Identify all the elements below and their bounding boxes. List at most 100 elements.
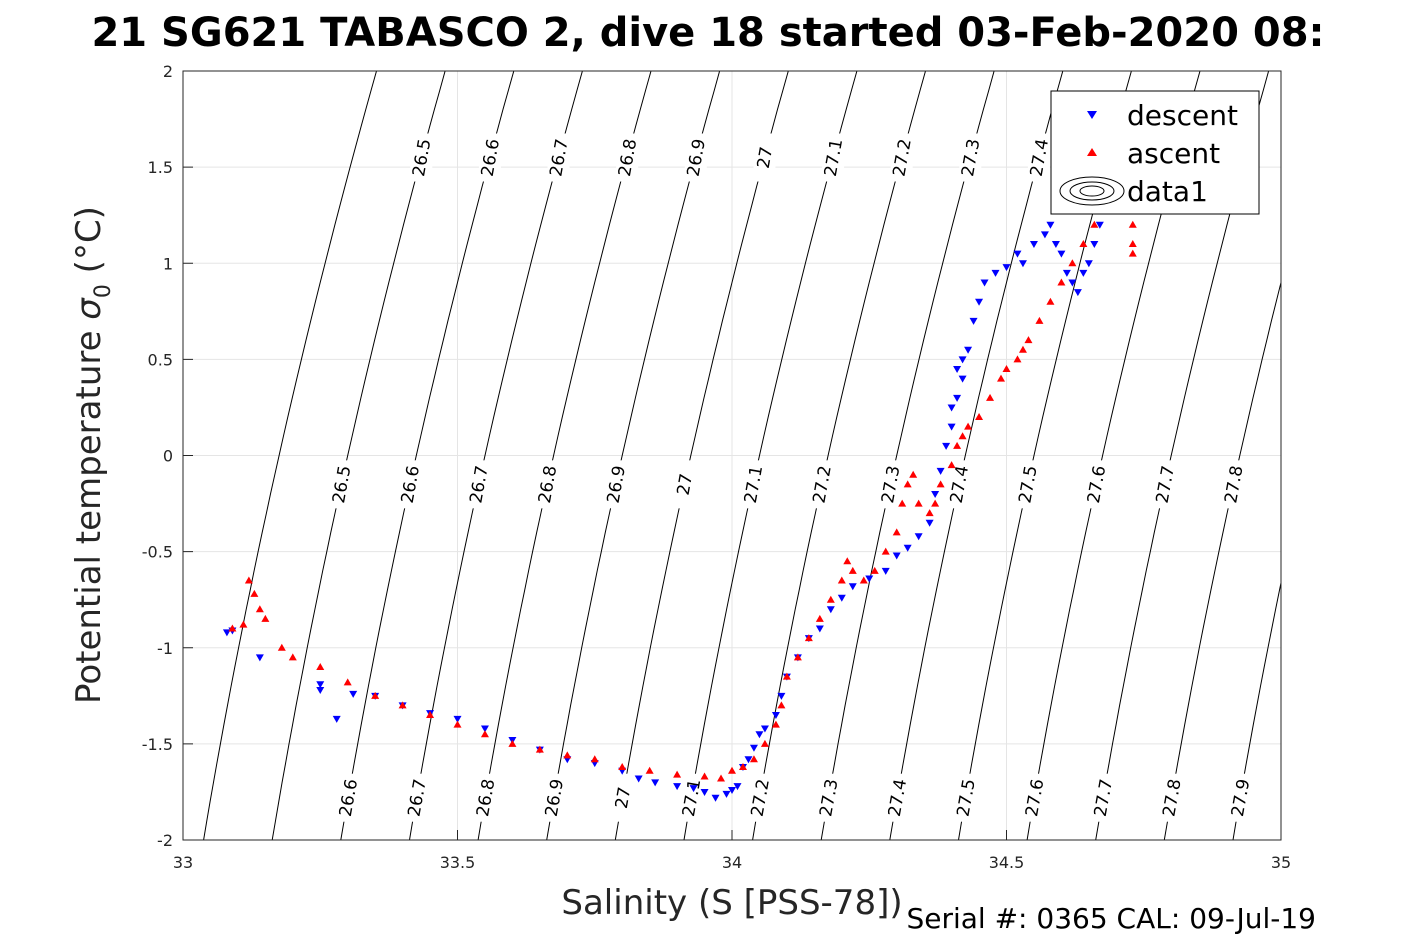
isopycnal-label-bg bbox=[959, 133, 982, 182]
isopycnal-label-bg bbox=[817, 773, 840, 822]
y-tick-label: -0.5 bbox=[142, 543, 173, 562]
isopycnal-line bbox=[1232, 580, 1281, 840]
data-point-ascent bbox=[261, 614, 270, 622]
data-point-ascent bbox=[563, 751, 572, 759]
data-point-descent bbox=[953, 394, 962, 402]
data-point-descent bbox=[953, 365, 962, 373]
data-point-ascent bbox=[936, 480, 945, 488]
legend-label-descent: descent bbox=[1127, 99, 1238, 132]
isopycnal-label-bg bbox=[474, 773, 497, 822]
data-point-descent bbox=[1079, 269, 1088, 277]
y-tick-label: -1.5 bbox=[142, 735, 173, 754]
data-point-ascent bbox=[590, 755, 599, 763]
data-point-descent bbox=[316, 681, 325, 689]
x-axis-label: Salinity (S [PSS-78]) bbox=[561, 883, 902, 923]
isopycnal-label-bg bbox=[810, 460, 833, 509]
data-point-descent bbox=[925, 519, 934, 527]
data-point-ascent bbox=[255, 605, 264, 613]
isopycnal-label-bg bbox=[398, 460, 421, 509]
data-point-descent bbox=[865, 575, 874, 583]
legend-box bbox=[1050, 90, 1260, 215]
y-tick-label: 0 bbox=[163, 447, 173, 466]
data-point-ascent bbox=[480, 730, 489, 738]
legend-item-descent: descent bbox=[1087, 99, 1238, 132]
data-point-ascent bbox=[277, 643, 286, 651]
data-point-ascent bbox=[700, 772, 709, 780]
data-point-descent bbox=[1046, 221, 1055, 229]
data-point-descent bbox=[903, 544, 912, 552]
data-point-ascent bbox=[777, 701, 786, 709]
isopycnal-line bbox=[203, 71, 377, 840]
data-point-descent bbox=[733, 783, 742, 791]
isopycnal-label-bg bbox=[1229, 773, 1252, 822]
data-point-descent bbox=[634, 775, 643, 783]
isopycnal-label-bg bbox=[890, 133, 913, 182]
data-point-descent bbox=[1013, 250, 1022, 258]
data-point-descent bbox=[1090, 241, 1099, 249]
isopycnal-label-bg bbox=[547, 133, 570, 182]
legend-item-data1: data1 bbox=[1059, 175, 1208, 208]
data-point-ascent bbox=[986, 393, 995, 401]
data-point-ascent bbox=[931, 499, 940, 507]
data-point-descent bbox=[942, 442, 951, 450]
isopycnal-label: 27 bbox=[754, 145, 777, 170]
isopycnal-label-bg bbox=[467, 460, 490, 509]
isopycnal-label-bg bbox=[1085, 460, 1108, 509]
data-point-ascent bbox=[1046, 297, 1055, 305]
data-point-descent bbox=[332, 715, 341, 723]
data-point-descent bbox=[936, 467, 945, 475]
isopycnal-line bbox=[1298, 71, 1417, 859]
legend-marker-ascent-icon bbox=[1087, 148, 1097, 156]
y-axis-label-text: Potential temperature bbox=[69, 320, 109, 704]
data-point-descent bbox=[815, 625, 824, 633]
data-point-ascent bbox=[288, 653, 297, 661]
data-point-ascent bbox=[1128, 249, 1137, 257]
data-point-ascent bbox=[843, 557, 852, 565]
legend-item-ascent: ascent bbox=[1087, 137, 1220, 170]
data-point-descent bbox=[964, 346, 973, 354]
data-point-ascent bbox=[728, 766, 736, 774]
data-point-descent bbox=[958, 375, 967, 383]
legend-marker-descent-icon bbox=[1087, 111, 1097, 119]
data-point-ascent bbox=[673, 770, 682, 778]
data-point-descent bbox=[1051, 241, 1060, 249]
data-point-ascent bbox=[250, 589, 259, 597]
data-point-ascent bbox=[881, 547, 890, 555]
isopycnal-label-bg bbox=[1091, 773, 1114, 822]
data-point-ascent bbox=[228, 624, 237, 632]
data-point-ascent bbox=[426, 711, 435, 719]
data-point-ascent bbox=[1002, 364, 1011, 372]
data-point-descent bbox=[975, 298, 984, 306]
isopycnal-label: 27 bbox=[674, 472, 697, 497]
isopycnal-label-bg bbox=[954, 773, 977, 822]
isopycnal-label-bg bbox=[879, 460, 902, 509]
plot-frame bbox=[182, 70, 1282, 841]
legend: descent ascent data1 bbox=[1050, 90, 1260, 215]
x-tick-label: 33.5 bbox=[440, 853, 476, 872]
isopycnal-label-bg bbox=[410, 133, 433, 182]
data-point-ascent bbox=[975, 413, 984, 421]
legend-label-ascent: ascent bbox=[1127, 137, 1220, 170]
data-point-ascent bbox=[914, 499, 923, 507]
y-tick-label: 1 bbox=[163, 254, 173, 273]
isopycnal-label-bg bbox=[542, 773, 565, 822]
x-tick-label: 34.5 bbox=[989, 853, 1025, 872]
data-point-descent bbox=[744, 756, 753, 764]
data-point-descent bbox=[651, 779, 660, 787]
data-point-descent bbox=[848, 583, 857, 591]
data-point-ascent bbox=[859, 576, 868, 584]
data-point-ascent bbox=[749, 755, 758, 763]
data-point-ascent bbox=[535, 745, 544, 753]
data-point-ascent bbox=[771, 720, 780, 728]
data-point-ascent bbox=[925, 509, 934, 517]
data-point-descent bbox=[1057, 250, 1066, 258]
y-axis-label-unit: (°C) bbox=[69, 206, 109, 284]
y-tick-label: -1 bbox=[157, 639, 173, 658]
isopycnal-label-bg bbox=[748, 773, 771, 822]
legend-contour-icon bbox=[1059, 176, 1125, 206]
x-axis-ticks: 33 33.5 34 34.5 35 bbox=[173, 853, 1291, 872]
data-point-descent bbox=[1002, 264, 1011, 272]
data-point-ascent bbox=[316, 662, 325, 670]
data-point-descent bbox=[1084, 260, 1093, 268]
